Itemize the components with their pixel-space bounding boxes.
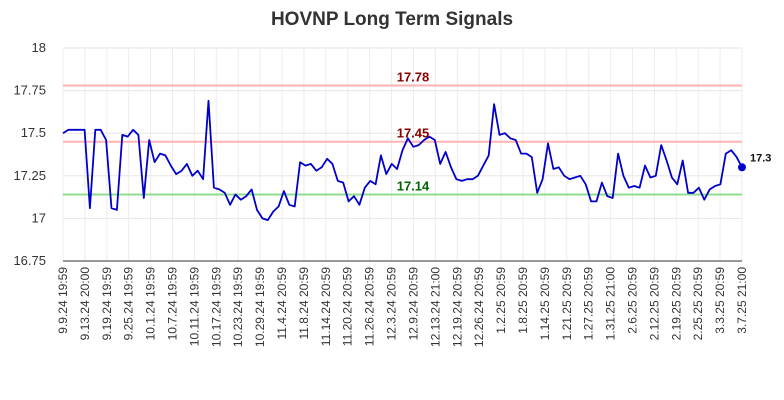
series-line xyxy=(62,99,746,221)
x-tick-label: 10.29.24 19:59 xyxy=(253,267,267,347)
x-tick-label: 12.13.24 21:00 xyxy=(428,267,442,347)
x-tick-label: 11.14.24 20:59 xyxy=(319,267,333,347)
x-tick-label: 10.7.24 19:59 xyxy=(166,267,180,341)
x-tick-label: 1.2.25 20:59 xyxy=(494,267,508,334)
x-tick-label: 2.6.25 20:59 xyxy=(625,267,639,334)
x-tick-label: 11.26.24 20:59 xyxy=(363,267,377,347)
x-tick-label: 1.14.25 20:59 xyxy=(538,267,552,341)
chart-title: HOVNP Long Term Signals xyxy=(271,9,513,30)
x-tick-label: 1.21.25 20:59 xyxy=(560,267,574,341)
x-tick-label: 12.3.24 20:59 xyxy=(385,267,399,341)
signal-labels: 17.78 17.45 17.14 17.3 xyxy=(397,69,772,193)
x-tick-label: 1.8.25 20:59 xyxy=(516,267,530,334)
x-tick-label: 12.26.24 20:59 xyxy=(472,267,486,347)
x-tick-label: 11.8.24 20:59 xyxy=(297,267,311,340)
x-tick-label: 2.12.25 20:59 xyxy=(647,267,661,341)
x-tick-label: 2.25.25 20:59 xyxy=(691,267,705,341)
x-tick-label: 1.27.25 20:59 xyxy=(582,267,596,341)
x-tick-label: 12.19.24 20:59 xyxy=(450,267,464,347)
grid xyxy=(62,47,743,262)
x-tick-label: 11.4.24 20:59 xyxy=(275,267,289,340)
signal-lines xyxy=(63,84,742,196)
x-tick-label: 1.31.25 21:00 xyxy=(604,267,618,341)
x-tick-label: 12.9.24 20:59 xyxy=(406,267,420,341)
x-tick-label: 10.23.24 19:59 xyxy=(231,267,245,347)
x-tick-label: 10.1.24 19:59 xyxy=(144,267,158,341)
y-tick-label: 17.75 xyxy=(13,83,46,98)
x-tick-label: 3.7.25 21:00 xyxy=(735,267,749,334)
y-tick-label: 17.5 xyxy=(21,125,46,140)
x-tick-label: 9.25.24 19:59 xyxy=(122,267,136,341)
last-value-label: 17.3 xyxy=(750,152,771,164)
y-tick-label: 16.75 xyxy=(13,253,46,268)
x-tick-label: 11.20.24 20:59 xyxy=(341,267,355,347)
signal-label: 17.45 xyxy=(397,126,430,141)
x-tick-label: 9.19.24 19:59 xyxy=(100,267,114,341)
last-point xyxy=(738,163,746,172)
price-line xyxy=(62,99,743,221)
x-tick-label: 9.13.24 20:00 xyxy=(78,267,92,341)
x-tick-label: 10.11.24 19:59 xyxy=(187,267,201,347)
y-axis: 16.75 17 17.25 17.5 17.75 18 xyxy=(13,40,742,268)
x-tick-label: 2.19.25 20:59 xyxy=(669,267,683,341)
x-tick-label: 3.3.25 20:59 xyxy=(713,267,727,334)
y-tick-label: 17 xyxy=(32,210,46,225)
signal-label: 17.14 xyxy=(397,179,430,194)
x-tick-label: 10.17.24 19:59 xyxy=(209,267,223,347)
signal-label: 17.78 xyxy=(397,69,430,84)
x-tick-label: 9.9.24 19:59 xyxy=(56,267,70,334)
y-tick-label: 17.25 xyxy=(13,168,46,183)
y-tick-label: 18 xyxy=(32,40,46,55)
x-axis: 9.9.24 19:59 9.13.24 20:00 9.19.24 19:59 9.… xyxy=(56,267,749,347)
